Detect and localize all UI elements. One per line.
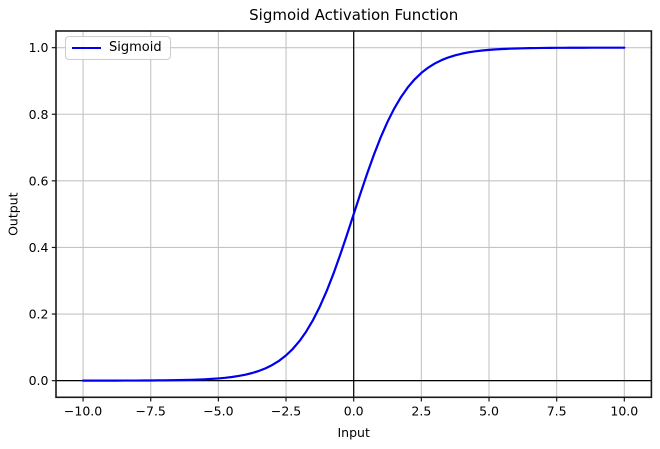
y-tick-label: 0.6 (29, 173, 49, 188)
x-tick-label: 5.0 (479, 404, 499, 419)
x-tick-label: 2.5 (411, 404, 431, 419)
y-axis-label: Output (6, 192, 21, 236)
series-layer (81, 46, 626, 382)
y-tick-label: 0.4 (29, 240, 49, 255)
legend-line-swatch (72, 46, 101, 50)
legend-label: Sigmoid (109, 40, 162, 55)
chart-title: Sigmoid Activation Function (249, 6, 458, 24)
x-tick-label: 10.0 (610, 404, 638, 419)
x-tick-label: −7.5 (136, 404, 166, 419)
x-tick-label: −2.5 (271, 404, 301, 419)
x-tick-label: −5.0 (203, 404, 233, 419)
sigmoid-curve (81, 46, 626, 382)
x-tick-label: −10.0 (64, 404, 102, 419)
y-tick-label: 1.0 (29, 40, 49, 55)
x-tick-label: 7.5 (547, 404, 567, 419)
y-tick-label: 0.2 (29, 307, 49, 322)
axes-border (55, 30, 653, 399)
ticks-layer: −10.0 −7.5 −5.0 −2.5 0.0 2.5 5.0 7.5 10.0 0.0 0.2 0… (29, 40, 639, 418)
x-axis-label: Input (338, 425, 370, 440)
y-tick-label: 0.0 (29, 373, 49, 388)
y-tick-label: 0.8 (29, 107, 49, 122)
x-tick-label: 0.0 (344, 404, 364, 419)
legend: Sigmoid (65, 36, 171, 61)
